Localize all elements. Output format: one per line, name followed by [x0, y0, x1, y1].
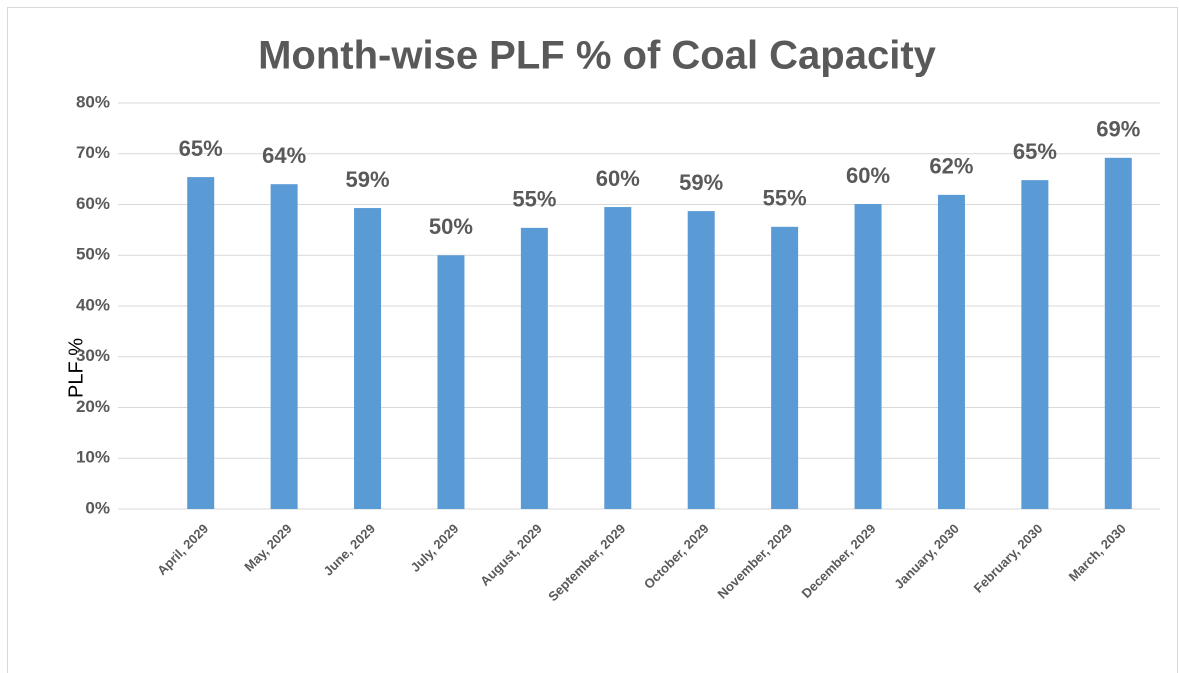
data-label: 60% [596, 166, 640, 191]
y-tick-label: 40% [76, 295, 110, 314]
x-tick-label: March, 2030 [1066, 521, 1129, 584]
y-tick-label: 10% [76, 448, 110, 467]
y-tick-label: 70% [76, 143, 110, 162]
x-tick-label: December, 2029 [798, 521, 878, 601]
y-tick-label: 30% [76, 346, 110, 365]
data-label: 65% [1013, 139, 1057, 164]
chart-title: Month-wise PLF % of Coal Capacity [258, 34, 937, 78]
data-label: 55% [512, 187, 556, 212]
bar [437, 255, 465, 509]
x-tick-label: July, 2029 [408, 521, 462, 575]
x-tick-label: May, 2029 [241, 521, 294, 574]
data-label: 60% [846, 163, 890, 188]
x-tick-label: September, 2029 [545, 521, 628, 604]
data-label: 59% [679, 170, 723, 195]
y-axis-label: PLF % [65, 338, 87, 398]
bar [1021, 180, 1049, 509]
x-tick-label: November, 2029 [715, 521, 796, 602]
data-label: 65% [179, 136, 223, 161]
x-tick-label: June, 2029 [320, 521, 378, 579]
data-label: 59% [346, 167, 390, 192]
bar [854, 203, 882, 509]
x-tick-label: October, 2029 [641, 521, 712, 592]
bar [187, 177, 215, 509]
bar [354, 208, 382, 510]
bar [771, 226, 799, 509]
bar [270, 184, 298, 509]
bar [604, 207, 632, 509]
y-tick-label: 50% [76, 245, 110, 264]
data-label: 69% [1096, 117, 1140, 142]
y-tick-label: 60% [76, 194, 110, 213]
data-label: 64% [262, 143, 306, 168]
x-tick-label: January, 2030 [891, 521, 962, 592]
y-tick-label: 20% [76, 397, 110, 416]
bar [937, 194, 965, 510]
bar [1104, 157, 1132, 509]
data-label: 62% [929, 154, 973, 179]
y-tick-label: 80% [76, 92, 110, 111]
x-tick-label: February, 2030 [971, 521, 1046, 596]
x-tick-label: August, 2029 [477, 521, 545, 589]
data-label: 50% [429, 214, 473, 239]
x-tick-label: April, 2029 [154, 521, 211, 578]
chart-border [7, 7, 1178, 673]
bar [687, 211, 715, 509]
y-tick-label: 0% [85, 498, 110, 517]
bar [520, 227, 548, 509]
data-label: 55% [763, 186, 807, 211]
